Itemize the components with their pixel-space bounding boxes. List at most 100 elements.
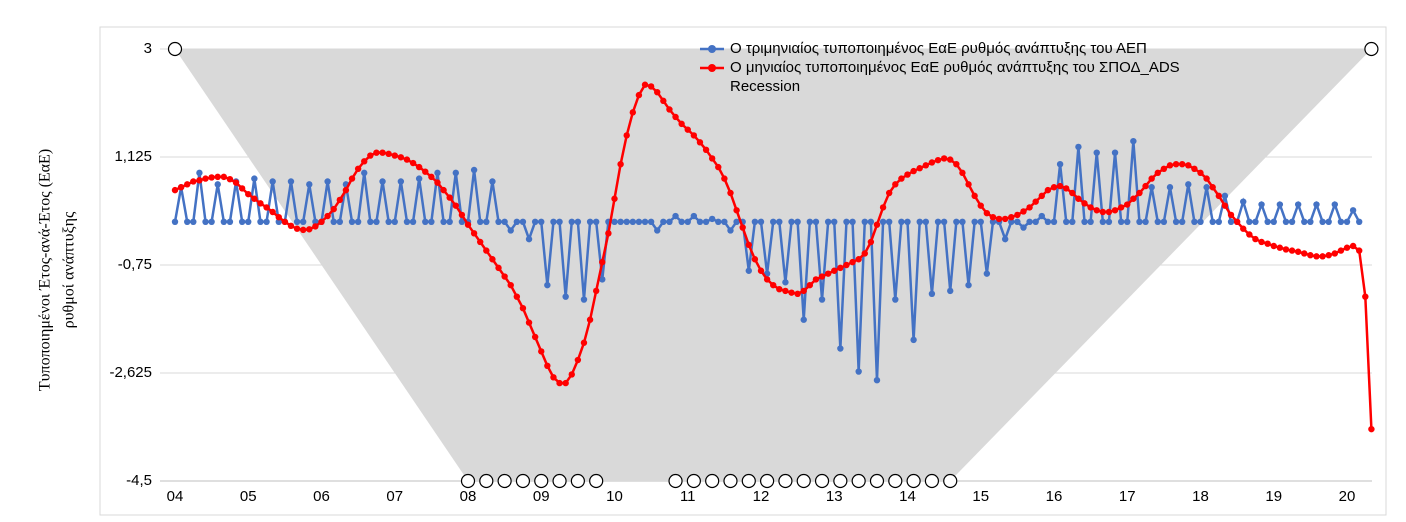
point xyxy=(995,215,1003,223)
point xyxy=(550,374,557,381)
point xyxy=(1282,246,1290,253)
point xyxy=(1349,242,1357,250)
point xyxy=(1252,235,1259,243)
recession-marker xyxy=(778,473,793,489)
point xyxy=(763,276,771,283)
y-tick-label: -2,625 xyxy=(109,364,152,381)
point xyxy=(947,156,954,163)
point xyxy=(415,175,423,182)
point xyxy=(1294,248,1302,255)
point xyxy=(367,218,374,225)
point xyxy=(696,218,704,225)
point xyxy=(415,163,423,171)
point xyxy=(391,152,398,159)
point xyxy=(1233,218,1241,225)
point xyxy=(1349,207,1357,214)
point xyxy=(171,218,179,225)
point xyxy=(1020,208,1027,215)
point xyxy=(708,155,716,162)
point xyxy=(586,316,594,323)
point xyxy=(745,267,752,274)
point xyxy=(892,181,899,188)
point xyxy=(208,218,215,225)
point xyxy=(910,167,917,175)
x-tick-label: 08 xyxy=(460,488,477,505)
point xyxy=(599,258,606,266)
point xyxy=(672,212,679,220)
point xyxy=(776,285,783,293)
point xyxy=(1117,204,1125,211)
y-tick-label: 1,125 xyxy=(114,148,152,165)
point xyxy=(232,179,240,186)
point xyxy=(916,218,923,225)
point xyxy=(885,189,893,197)
point xyxy=(1130,137,1137,145)
point xyxy=(873,377,881,384)
point xyxy=(715,218,722,225)
point xyxy=(525,235,533,243)
point xyxy=(208,174,215,181)
point xyxy=(1264,218,1271,225)
point xyxy=(800,316,807,323)
point xyxy=(1166,162,1174,169)
point xyxy=(501,218,508,225)
point xyxy=(1148,184,1155,191)
point xyxy=(1209,184,1216,191)
point xyxy=(1111,149,1119,156)
point xyxy=(513,218,521,225)
point xyxy=(306,226,313,233)
point xyxy=(538,218,545,225)
point xyxy=(1356,247,1363,254)
point xyxy=(1288,218,1296,225)
point xyxy=(782,287,789,295)
point xyxy=(977,218,984,225)
point xyxy=(1069,218,1076,225)
point xyxy=(818,296,826,303)
point xyxy=(739,224,746,231)
point xyxy=(910,336,917,344)
point xyxy=(1117,218,1125,225)
point xyxy=(690,212,698,220)
point xyxy=(1178,218,1186,225)
point xyxy=(385,218,392,225)
point xyxy=(214,173,221,181)
point xyxy=(1056,161,1064,168)
x-tick-label: 09 xyxy=(533,488,550,505)
point xyxy=(422,218,429,225)
point xyxy=(434,169,441,177)
point xyxy=(1221,202,1229,209)
y-tick-label: 3 xyxy=(144,40,152,57)
point xyxy=(464,221,472,228)
point xyxy=(1356,218,1363,225)
point xyxy=(1038,192,1045,200)
point xyxy=(965,281,972,289)
point xyxy=(422,168,429,175)
point xyxy=(1343,218,1351,225)
point xyxy=(299,218,307,225)
recession-marker xyxy=(570,473,585,489)
point xyxy=(1154,218,1161,225)
point xyxy=(458,211,466,219)
point xyxy=(428,173,435,181)
x-tick-label: 20 xyxy=(1339,488,1356,505)
point xyxy=(220,173,228,181)
point xyxy=(1331,201,1338,208)
point xyxy=(849,258,856,266)
point xyxy=(684,218,691,225)
point xyxy=(1069,189,1076,197)
point xyxy=(1063,218,1070,225)
point xyxy=(843,218,850,225)
point xyxy=(965,181,972,188)
point xyxy=(599,276,606,283)
point xyxy=(1191,218,1198,225)
point xyxy=(306,181,313,188)
point xyxy=(1160,165,1168,173)
point xyxy=(1203,184,1210,191)
point xyxy=(1221,192,1229,200)
point xyxy=(1368,425,1375,433)
point xyxy=(1203,175,1210,182)
point xyxy=(580,339,588,346)
y-axis-title-line: ρυθμοί ανάπτυξης xyxy=(61,211,78,328)
